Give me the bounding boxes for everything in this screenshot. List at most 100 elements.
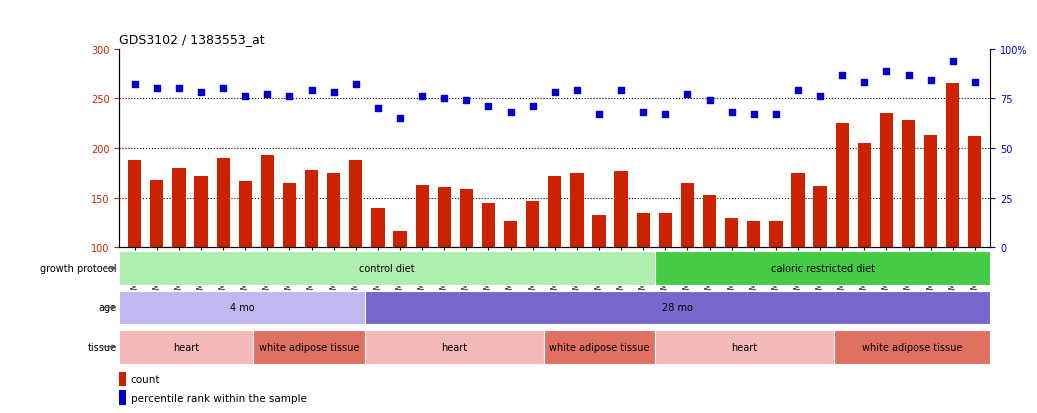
Bar <box>393 231 407 248</box>
Text: heart: heart <box>731 342 758 352</box>
Point <box>613 88 629 95</box>
Text: heart: heart <box>441 342 468 352</box>
Point <box>148 86 165 93</box>
Bar <box>747 221 760 248</box>
Bar <box>615 171 627 248</box>
Bar <box>438 188 451 248</box>
Bar <box>549 176 561 248</box>
Point <box>215 86 231 93</box>
Bar <box>769 221 783 248</box>
Bar <box>239 181 252 248</box>
Point <box>392 116 409 122</box>
Text: white adipose tissue: white adipose tissue <box>862 342 962 352</box>
Point <box>679 92 696 98</box>
Point <box>966 80 983 87</box>
Bar <box>791 173 805 248</box>
Bar <box>924 136 937 248</box>
Bar <box>655 330 834 364</box>
Bar <box>946 84 959 248</box>
Point <box>657 112 674 118</box>
Bar <box>570 173 584 248</box>
Text: caloric restricted diet: caloric restricted diet <box>770 263 875 273</box>
Point <box>724 110 740 116</box>
Bar <box>526 201 539 248</box>
Point <box>326 90 342 97</box>
Bar <box>253 330 365 364</box>
Text: white adipose tissue: white adipose tissue <box>259 342 359 352</box>
Bar <box>504 221 517 248</box>
Point <box>525 104 541 110</box>
Point <box>900 72 917 78</box>
Bar <box>119 330 253 364</box>
Bar <box>725 218 738 248</box>
Point <box>746 112 762 118</box>
Point <box>237 94 254 100</box>
Bar <box>327 173 340 248</box>
Point <box>945 58 961 65</box>
Point <box>193 90 209 97</box>
Text: growth protocol: growth protocol <box>40 263 116 273</box>
Text: percentile rank within the sample: percentile rank within the sample <box>131 393 307 403</box>
Bar <box>365 291 990 325</box>
Bar <box>858 144 871 248</box>
Bar <box>260 156 274 248</box>
Point <box>878 68 895 75</box>
Bar <box>129 161 141 248</box>
Bar <box>119 291 365 325</box>
Point <box>856 80 872 87</box>
Bar <box>365 330 543 364</box>
Bar <box>459 189 473 248</box>
Point <box>369 106 386 112</box>
Point <box>480 104 497 110</box>
Point <box>436 96 452 102</box>
Bar <box>305 171 318 248</box>
Point <box>922 78 938 85</box>
Point <box>281 94 298 100</box>
Bar <box>543 330 655 364</box>
Bar <box>217 159 230 248</box>
Point <box>767 112 784 118</box>
Bar <box>283 183 297 248</box>
Point <box>171 86 188 93</box>
Bar <box>969 137 981 248</box>
Bar <box>119 390 127 405</box>
Bar <box>836 124 849 248</box>
Bar <box>119 252 655 285</box>
Bar <box>416 185 428 248</box>
Point <box>834 72 850 78</box>
Text: white adipose tissue: white adipose tissue <box>550 342 649 352</box>
Text: 28 mo: 28 mo <box>663 303 693 313</box>
Bar <box>119 372 127 386</box>
Point <box>568 88 585 95</box>
Text: count: count <box>131 374 160 384</box>
Point <box>546 90 563 97</box>
Point <box>259 92 276 98</box>
Bar <box>681 183 694 248</box>
Point <box>812 94 829 100</box>
Text: control diet: control diet <box>360 263 415 273</box>
Bar <box>592 215 606 248</box>
Text: tissue: tissue <box>87 342 116 352</box>
Bar <box>482 203 495 248</box>
Point <box>458 98 475 104</box>
Text: GDS3102 / 1383553_at: GDS3102 / 1383553_at <box>119 33 264 45</box>
Bar <box>813 186 826 248</box>
Text: 4 mo: 4 mo <box>230 303 254 313</box>
Point <box>502 110 518 116</box>
Bar <box>834 330 990 364</box>
Bar <box>637 213 650 248</box>
Bar <box>655 252 990 285</box>
Bar <box>658 213 672 248</box>
Text: age: age <box>99 303 116 313</box>
Point <box>303 88 319 95</box>
Bar <box>902 121 916 248</box>
Point <box>127 82 143 88</box>
Bar <box>194 176 207 248</box>
Bar <box>150 180 164 248</box>
Point <box>701 98 718 104</box>
Bar <box>879 114 893 248</box>
Point <box>591 112 608 118</box>
Point <box>790 88 807 95</box>
Point <box>414 94 430 100</box>
Text: heart: heart <box>173 342 199 352</box>
